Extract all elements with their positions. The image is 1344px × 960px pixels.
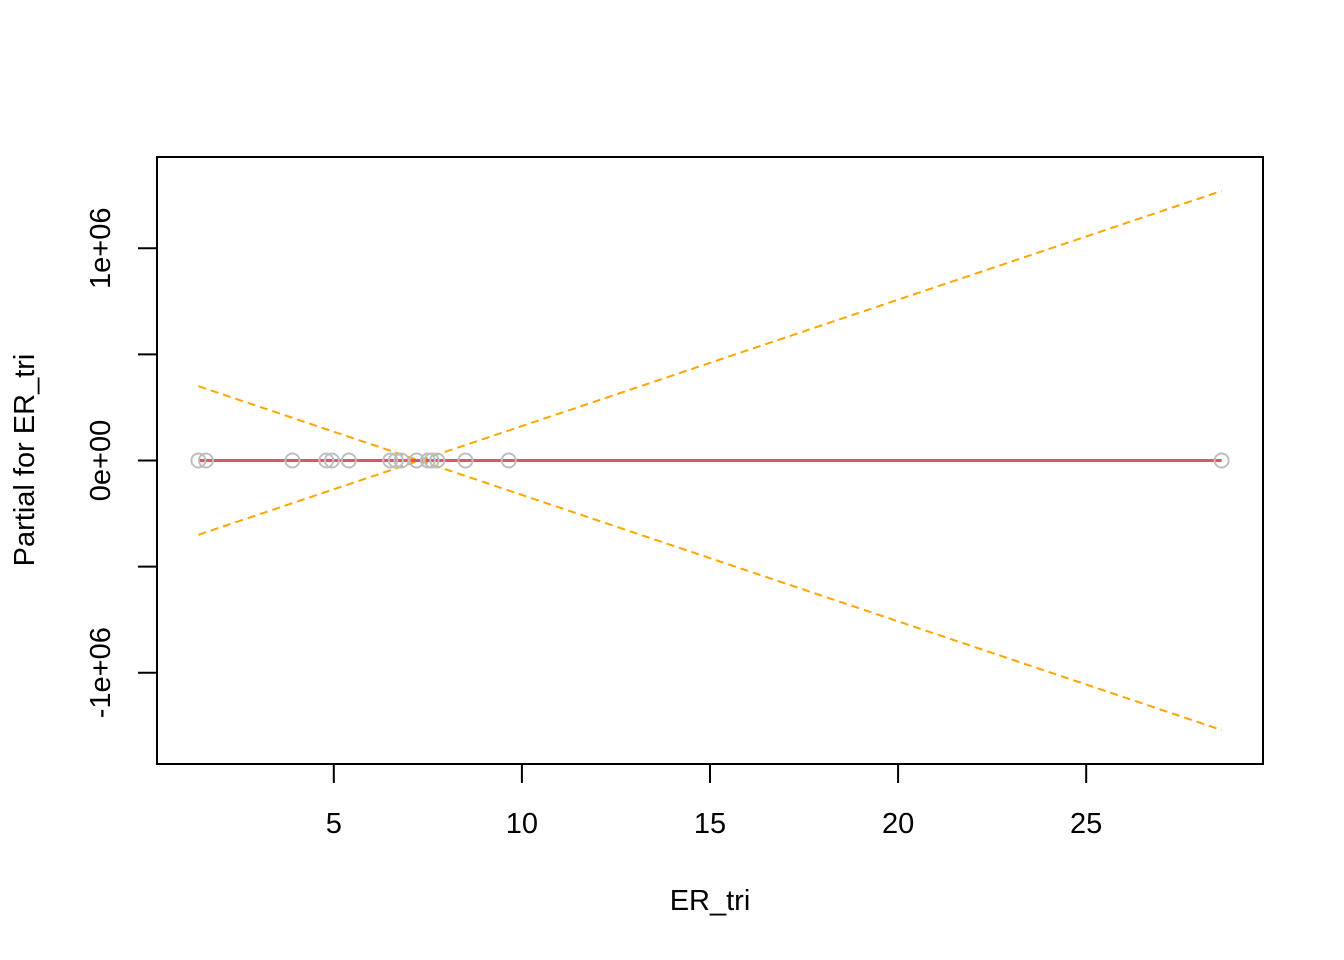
partial-point bbox=[284, 452, 301, 469]
x-axis-title: ER_tri bbox=[670, 885, 751, 917]
x-tick-label: 10 bbox=[506, 808, 538, 840]
partial-points bbox=[190, 452, 1230, 469]
partial-point bbox=[457, 452, 474, 469]
x-tick-label: 5 bbox=[326, 808, 342, 840]
partial-point bbox=[408, 452, 425, 469]
partial-point bbox=[323, 452, 340, 469]
partial-point bbox=[393, 452, 410, 469]
y-axis-title: Partial for ER_tri bbox=[9, 354, 41, 567]
x-tick-label: 25 bbox=[1070, 808, 1102, 840]
x-tick-label: 15 bbox=[694, 808, 726, 840]
partial-point bbox=[423, 452, 440, 469]
partial-point bbox=[429, 452, 446, 469]
x-axis: 5 10 15 20 25 bbox=[326, 763, 1102, 840]
y-tick-label: 1e+06 bbox=[85, 208, 117, 289]
y-tick-label: -1e+06 bbox=[85, 627, 117, 718]
partial-point bbox=[340, 452, 357, 469]
partial-point bbox=[387, 452, 404, 469]
x-tick-label: 20 bbox=[882, 808, 914, 840]
partial-point bbox=[318, 452, 335, 469]
confidence-band-upper bbox=[198, 190, 1222, 536]
y-tick-label: 0e+00 bbox=[85, 420, 117, 501]
partial-point bbox=[1213, 452, 1230, 469]
confidence-bands bbox=[198, 190, 1222, 731]
partial-point bbox=[382, 452, 399, 469]
confidence-band-lower bbox=[198, 385, 1222, 731]
partial-point bbox=[500, 452, 517, 469]
y-axis: -1e+06 0e+00 1e+06 bbox=[85, 208, 158, 718]
partial-point bbox=[197, 452, 214, 469]
partial-point bbox=[190, 452, 207, 469]
